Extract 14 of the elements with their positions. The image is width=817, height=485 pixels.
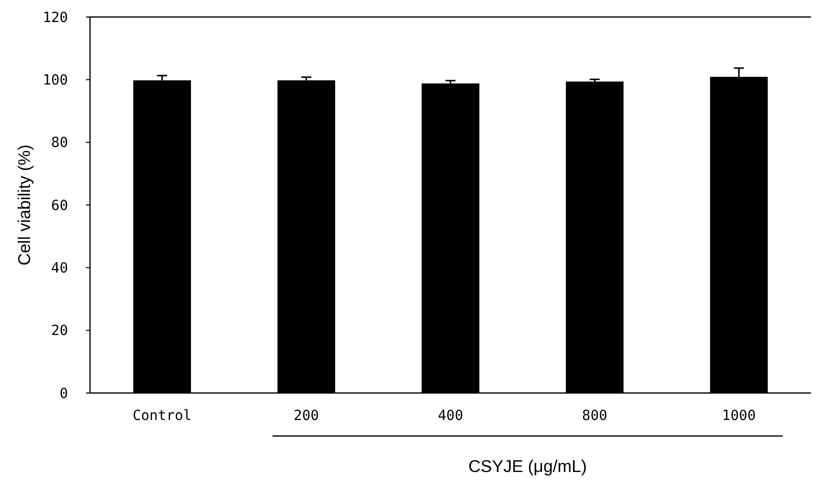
x-tick-label: 200 [294,408,319,424]
y-tick-label: 40 [51,260,68,277]
y-tick-label: 60 [51,198,68,214]
y-tick-label: 0 [60,386,68,402]
x-tick-label: 1000 [722,408,756,424]
x-tick-label: 800 [582,408,608,424]
y-axis-title: Cell viability (%) [15,144,34,266]
y-tick-label: 120 [42,10,68,26]
y-tick-label: 100 [42,72,68,89]
y-tick-label: 80 [51,135,68,152]
x-axis-title: CSYJE (μg/mL) [468,457,587,476]
x-tick-label: Control [132,408,192,424]
x-tick-label: 400 [438,408,464,424]
y-tick-label: 20 [51,323,68,340]
